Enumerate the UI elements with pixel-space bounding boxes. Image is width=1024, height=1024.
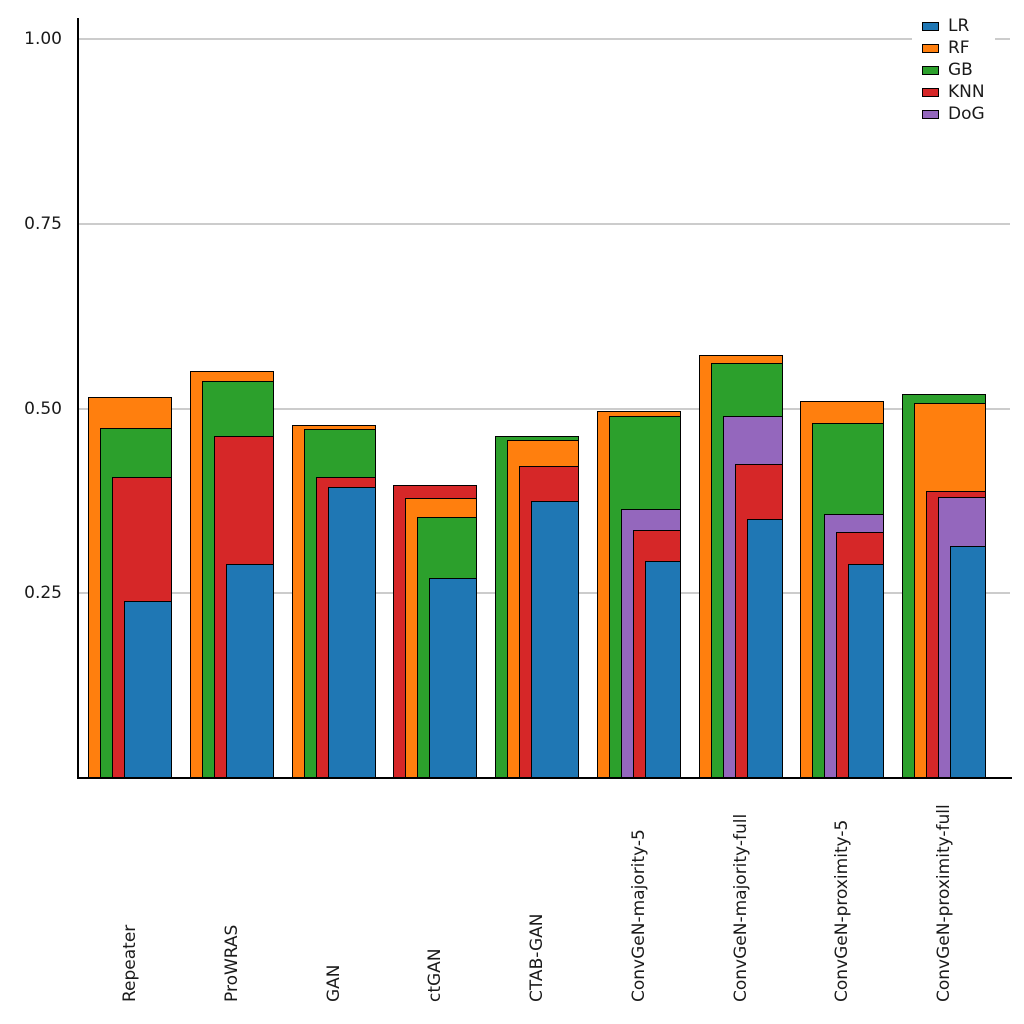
x-tick-label: ConvGeN-majority-5 (628, 829, 649, 1002)
bar-LR (225, 564, 274, 778)
legend-item-RF: RF (922, 37, 985, 59)
legend-item-GB: GB (922, 59, 985, 81)
legend: LR RF GB KNN DoG (912, 12, 995, 128)
legend-item-KNN: KNN (922, 81, 985, 103)
x-tick-label: ConvGeN-proximity-full (934, 804, 954, 1002)
legend-swatch-LR (922, 21, 939, 31)
legend-label: DoG (948, 104, 985, 124)
legend-label: KNN (948, 82, 985, 102)
gridline (78, 38, 1010, 40)
x-tick-label: ConvGeN-proximity-5 (832, 819, 853, 1002)
bar-LR (327, 487, 376, 778)
bar-LR (950, 546, 986, 778)
bar-LR (429, 578, 478, 778)
x-tick-label: Repeater (120, 924, 140, 1002)
x-axis-spine (77, 777, 1012, 779)
y-axis-spine (77, 18, 79, 779)
y-tick-label: 1.00 (24, 29, 62, 49)
bar-LR (124, 601, 172, 778)
y-tick-label: 0.75 (24, 213, 62, 234)
y-tick-label: 0.50 (24, 398, 62, 419)
legend-item-LR: LR (922, 15, 985, 37)
x-tick-label: ProWRAS (221, 924, 242, 1002)
legend-swatch-GB (922, 65, 939, 75)
bar-LR (746, 519, 783, 778)
plot-area (78, 18, 1010, 778)
bar-LR (644, 561, 681, 778)
legend-label: RF (948, 38, 970, 58)
x-tick-label: CTAB-GAN (527, 913, 547, 1002)
x-tick-label: ConvGeN-majority-full (730, 813, 751, 1002)
legend-swatch-DoG (922, 109, 939, 119)
bar-LR (531, 501, 579, 778)
legend-item-DoG: DoG (922, 103, 985, 125)
bar-LR (848, 564, 885, 778)
x-tick-label: GAN (323, 964, 344, 1002)
legend-swatch-KNN (922, 87, 939, 97)
legend-label: GB (948, 60, 973, 80)
legend-swatch-RF (922, 43, 939, 53)
gridline (78, 407, 1010, 410)
legend-label: LR (948, 16, 970, 36)
y-tick-label: 0.25 (24, 583, 62, 604)
x-tick-label: ctGAN (425, 948, 446, 1002)
gridline (78, 222, 1010, 225)
